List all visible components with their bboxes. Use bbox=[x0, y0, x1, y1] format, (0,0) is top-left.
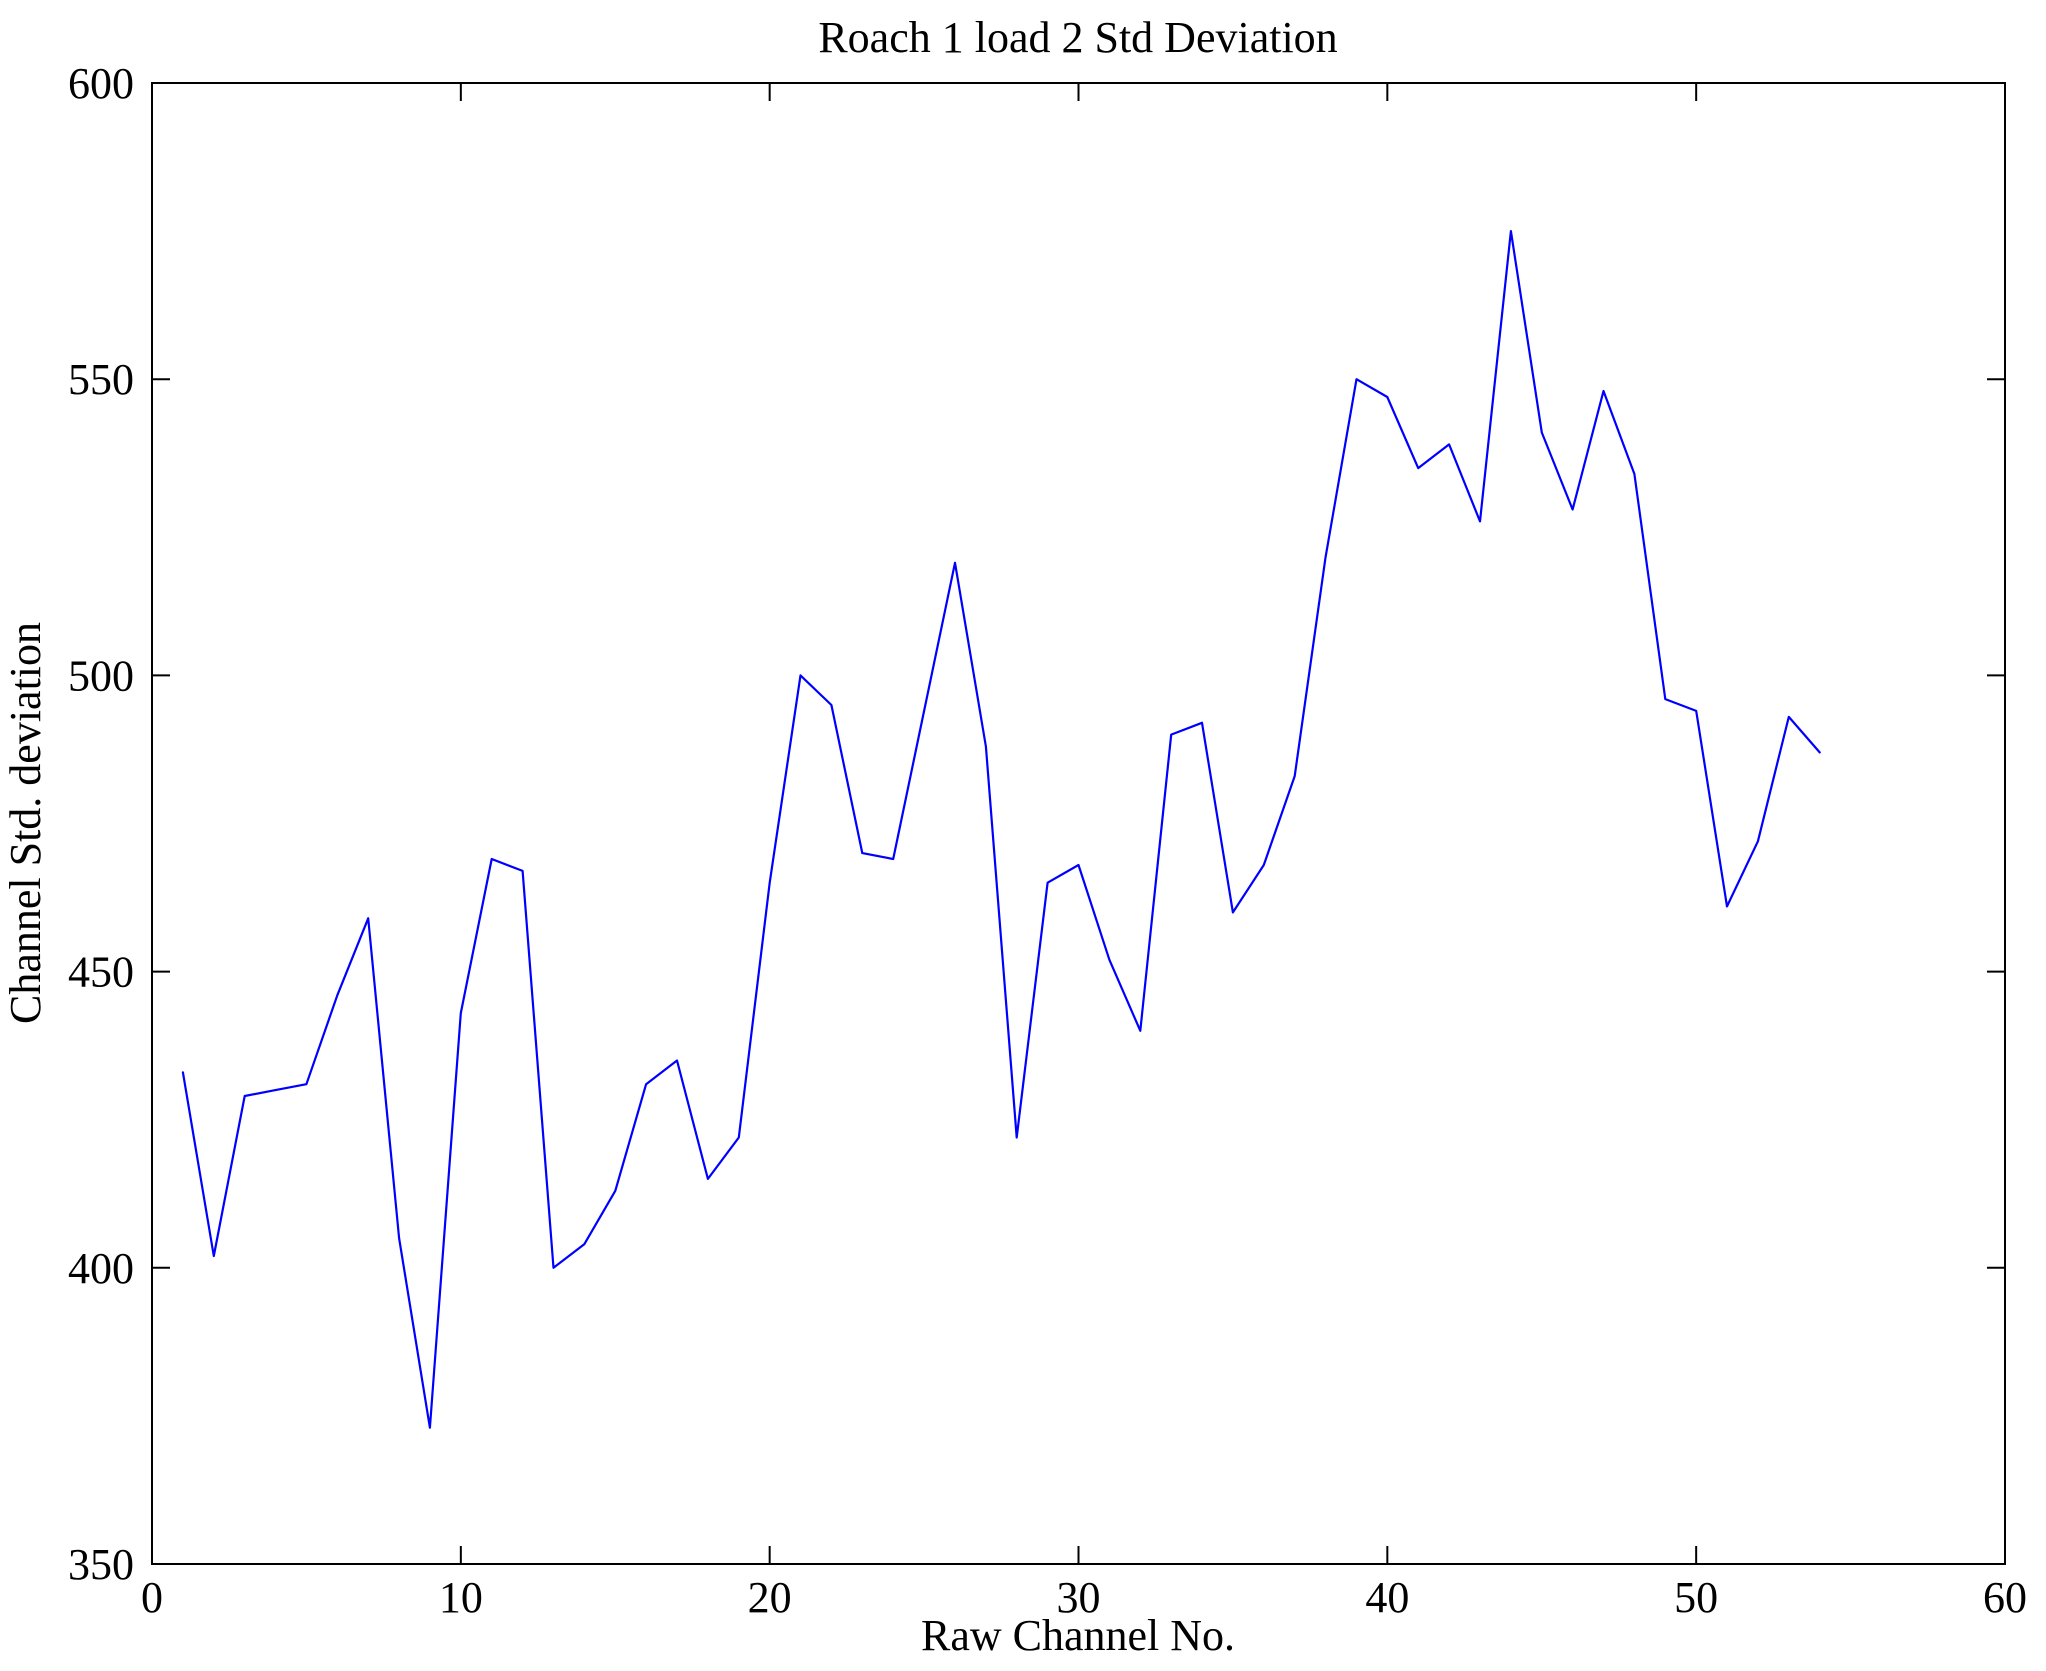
y-tick-label: 350 bbox=[68, 1540, 134, 1589]
x-tick-label: 0 bbox=[141, 1573, 163, 1622]
data-layer bbox=[181, 230, 1821, 1429]
x-tick-label: 30 bbox=[1057, 1573, 1101, 1622]
x-tick-label: 20 bbox=[748, 1573, 792, 1622]
y-tick-label: 600 bbox=[68, 59, 134, 108]
x-tick-label: 50 bbox=[1674, 1573, 1718, 1622]
y-tick-label: 550 bbox=[68, 355, 134, 404]
x-tick-label: 60 bbox=[1983, 1573, 2027, 1622]
y-tick-label: 500 bbox=[68, 651, 134, 700]
y-tick-label: 450 bbox=[68, 948, 134, 997]
plot-box bbox=[151, 82, 2006, 1565]
x-axis-label: Raw Channel No. bbox=[921, 1611, 1235, 1660]
axes-layer: 0 10 20 30 40 50 60 350 400 450 500 550 600 bbox=[68, 59, 2027, 1622]
y-tick-label: 400 bbox=[68, 1244, 134, 1293]
y-axis-label: Channel Std. deviation bbox=[1, 622, 50, 1024]
x-tick-label: 10 bbox=[439, 1573, 483, 1622]
data-line bbox=[181, 230, 1821, 1429]
x-tick-label: 40 bbox=[1365, 1573, 1409, 1622]
chart-title: Roach 1 load 2 Std Deviation bbox=[818, 13, 1337, 62]
